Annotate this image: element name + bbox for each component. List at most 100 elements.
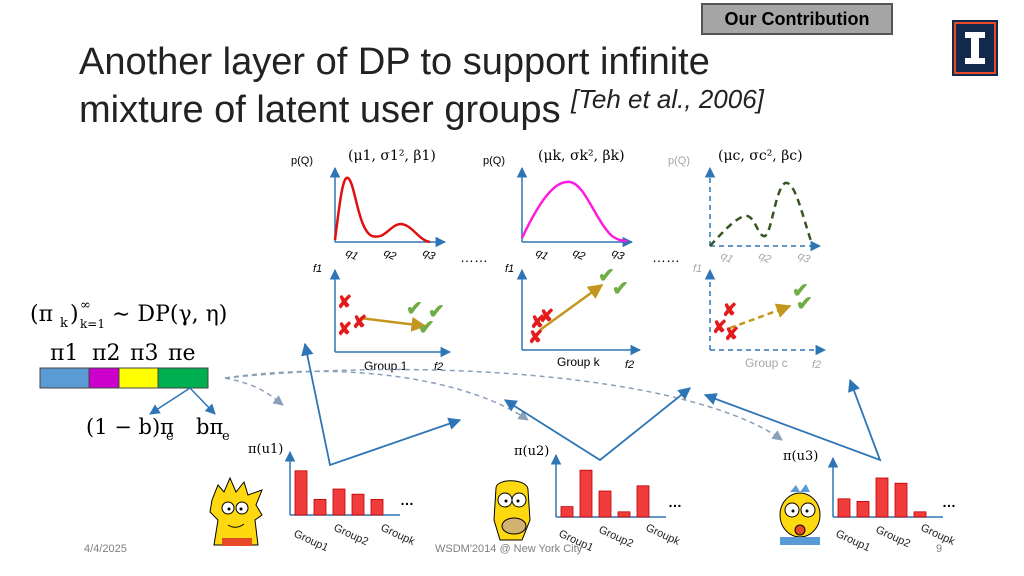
pi-labels: π1 π2 π3 πe <box>50 341 195 366</box>
maggie-avatar <box>779 484 821 545</box>
title-line-2: mixture of latent user groups <box>79 89 561 131</box>
panelk-density-curve <box>520 180 628 243</box>
user3-bar-3 <box>875 477 889 518</box>
user1-bar-1 <box>294 470 308 516</box>
pi-label-3: π3 <box>130 341 158 366</box>
panelc-params: (μc, σc², βc) <box>718 148 803 164</box>
svg-text:✘: ✘ <box>712 317 727 337</box>
user3-label: π(u3) <box>783 449 818 464</box>
panel1-params: (μ1, σ1², β1) <box>348 148 436 164</box>
user3-xlabel-2: Group2 <box>874 524 912 550</box>
slide-title: Another layer of DP to support infinite … <box>79 38 764 137</box>
panelk-ylabel: p(Q) <box>483 155 505 167</box>
user1-group-distribution <box>284 450 400 516</box>
formula-infinity: ∞ <box>80 298 91 313</box>
dp-formula: (π k ) ∞ k=1 ∼ DP(γ, η) <box>30 298 227 331</box>
svg-text:✘: ✘ <box>722 300 737 320</box>
user1-bar-2 <box>313 498 327 516</box>
user3-bar-1 <box>837 498 851 518</box>
user1-bar-5 <box>370 498 384 516</box>
svg-text:✘: ✘ <box>352 312 367 332</box>
user3-bar-4 <box>894 482 908 518</box>
svg-text:✔: ✔ <box>796 293 813 315</box>
panel1-q3: q3 <box>421 247 438 263</box>
panel1-density-curve <box>333 176 431 244</box>
svg-text:✔: ✔ <box>418 317 435 339</box>
user1-label: π(u1) <box>248 442 283 457</box>
panelk-f2: f2 <box>625 359 634 371</box>
pi-label-1: π1 <box>50 341 78 366</box>
user1-xlabel-2: Group2 <box>332 522 370 548</box>
svg-text:✘: ✘ <box>528 327 543 347</box>
footer-venue: WSDM'2014 @ New York City <box>435 543 583 555</box>
user2-bar-5 <box>636 485 650 518</box>
user2-more: … <box>668 494 682 510</box>
formula-close: ) <box>70 302 79 327</box>
title-line-1: Another layer of DP to support infinite <box>79 41 710 83</box>
user3-group-distribution <box>827 456 943 518</box>
panelc-density-curve <box>709 181 814 247</box>
user2-group-distribution <box>550 453 666 518</box>
svg-text:✔: ✔ <box>612 278 629 300</box>
pi-label-4: πe <box>168 341 195 366</box>
panelc-f2: f2 <box>812 359 821 371</box>
user3-bar-5 <box>913 511 927 518</box>
panelc-q3: q3 <box>796 250 813 266</box>
panel1-f1: f1 <box>313 263 322 275</box>
stick-segment-1 <box>39 367 90 389</box>
panelc-q1: q1 <box>719 250 735 266</box>
user2-label: π(u2) <box>514 444 549 459</box>
svg-text:✔: ✔ <box>428 301 445 323</box>
formula-k-eq: k=1 <box>80 317 105 331</box>
panel1-q2: q2 <box>382 247 398 263</box>
footer-page: 9 <box>936 543 943 555</box>
split-right: bπ <box>196 415 223 439</box>
title-citation: [Teh et al., 2006] <box>571 84 764 114</box>
svg-text:✔: ✔ <box>792 280 809 302</box>
panelc-ylabel: p(Q) <box>668 155 690 167</box>
user1-bar-3 <box>332 488 346 516</box>
panelk-group-label: Group k <box>557 355 601 369</box>
formula-rhs: ∼ DP(γ, η) <box>112 302 227 327</box>
panelk-q1: q1 <box>534 247 550 263</box>
split-arrow-right <box>189 387 216 415</box>
homer-avatar <box>493 480 531 541</box>
panel1-group-label: Group 1 <box>364 359 408 373</box>
panelc-q2: q2 <box>757 250 773 266</box>
ellipsis-1: …… <box>460 249 488 265</box>
svg-text:✘: ✘ <box>724 324 739 344</box>
stick-segment-3 <box>118 367 159 389</box>
user2-bar-4 <box>617 511 631 518</box>
svg-text:✔: ✔ <box>406 298 423 320</box>
stick-breaking-bar <box>39 367 209 389</box>
panelk-f1: f1 <box>505 263 514 275</box>
panel-group-1: p(Q) (μ1, σ1², β1) q1 q2 q3 f1 Group 1 f… <box>291 148 452 373</box>
user1-more: … <box>400 492 414 508</box>
panelk-q3: q3 <box>610 247 627 263</box>
panelk-q2: q2 <box>571 247 587 263</box>
user1-xlabel-1: Group1 <box>292 528 330 554</box>
panelk-params: (μk, σk², βk) <box>538 148 625 164</box>
svg-text:✔: ✔ <box>598 265 615 287</box>
user2-bar-1 <box>560 506 574 518</box>
panelc-group-label: Group c <box>745 356 788 370</box>
svg-text:✘: ✘ <box>539 306 554 326</box>
split-left: (1 − b)π <box>86 415 174 439</box>
user1-bar-4 <box>351 493 365 516</box>
svg-text:✘: ✘ <box>337 292 352 312</box>
user3-more: … <box>942 494 956 510</box>
split-left-sub: e <box>166 429 174 444</box>
svg-text:✘: ✘ <box>530 312 545 332</box>
panel1-ylabel: p(Q) <box>291 155 313 167</box>
user2-bar-3 <box>598 490 612 518</box>
user2-xlabel-2: Group2 <box>597 524 635 550</box>
panel-group-k: p(Q) (μk, σk², βk) q1 q2 q3 f1 Group k f… <box>483 148 642 371</box>
contribution-badge: Our Contribution <box>701 3 893 35</box>
lisa-avatar <box>209 476 263 546</box>
stick-segment-2 <box>88 367 120 389</box>
formula-lhs: (π <box>30 302 53 327</box>
user3-xlabel-1: Group1 <box>834 528 872 554</box>
university-logo <box>952 20 998 76</box>
user2-bar-2 <box>579 469 593 518</box>
